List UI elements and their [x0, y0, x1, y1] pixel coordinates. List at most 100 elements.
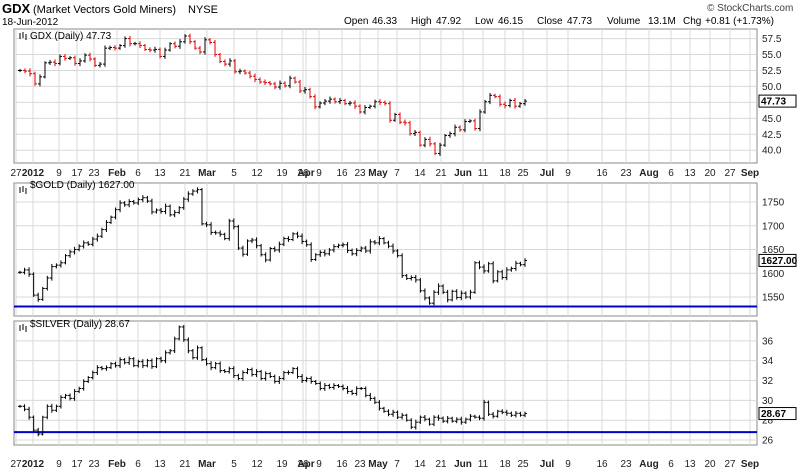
- ohlc-bar: [413, 129, 417, 137]
- ohlc-bar: [409, 418, 414, 430]
- x-tick-label: 9: [565, 459, 571, 470]
- x-tick-label: May: [368, 168, 388, 179]
- x-tick-label: 9: [316, 459, 322, 470]
- ohlc-bar: [482, 264, 487, 274]
- x-tick-label: 27: [10, 168, 22, 179]
- ohlc-bar: [372, 396, 377, 405]
- ohlc-bar: [503, 101, 507, 109]
- header-date: 18-Jun-2012: [2, 17, 59, 28]
- ohlc-bar: [143, 43, 147, 52]
- ohlc-bar: [154, 357, 159, 369]
- ohlc-bar: [228, 58, 232, 67]
- brand-logo: © StockCharts.com: [707, 3, 793, 14]
- ohlc-bar: [198, 45, 202, 55]
- ohlc-bar: [413, 274, 418, 283]
- ohlc-bar: [233, 59, 237, 74]
- ohlc-bar: [93, 57, 97, 67]
- ohlc-bar: [68, 393, 73, 401]
- ohlc-bar: [236, 373, 241, 381]
- x-tick-label: 26: [297, 459, 309, 470]
- x-tick-label: 21: [435, 459, 447, 470]
- x-tick-label: 13: [154, 459, 166, 470]
- ohlc-bar: [158, 47, 162, 59]
- ohlc-bar: [183, 34, 187, 44]
- ohlc-bar: [236, 224, 241, 250]
- ohlc-bar: [195, 345, 200, 360]
- ohlc-bar: [468, 414, 473, 422]
- x-tick-label: 11: [478, 168, 489, 179]
- ohlc-bar: [122, 201, 127, 207]
- last-value-box: [758, 407, 797, 421]
- ohlc-bar: [277, 376, 282, 384]
- ohlc-bar: [190, 349, 195, 360]
- ohlc-bar: [413, 419, 418, 430]
- x-tick-label: Sep: [741, 459, 759, 470]
- ohlc-bar: [363, 386, 368, 398]
- ohlc-bar: [68, 56, 72, 60]
- y-tick-label: 42.5: [762, 130, 782, 141]
- header-name: (Market Vectors Gold Miners): [33, 4, 176, 16]
- ohlc-bar: [403, 119, 407, 126]
- ohlc-bar: [523, 258, 527, 267]
- ohlc-bar: [259, 369, 264, 381]
- x-tick-label: Jun: [454, 459, 472, 470]
- ohlc-bar: [31, 272, 36, 297]
- x-tick-label: 13: [154, 168, 166, 179]
- x-tick-label: 14: [414, 459, 426, 470]
- x-tick-label: Sep: [741, 168, 759, 179]
- ohlc-bar: [199, 346, 204, 362]
- x-tick-label: 23: [88, 459, 100, 470]
- x-tick-label: 6: [668, 168, 674, 179]
- ohlc-bar: [58, 395, 63, 409]
- ohlc-bar: [27, 406, 32, 420]
- ohlc-bar: [459, 290, 464, 301]
- ohlc-bar: [83, 53, 87, 63]
- ohlc-bar: [331, 383, 336, 390]
- ohlc-bar: [193, 40, 197, 50]
- ohlc-bar: [518, 102, 522, 108]
- ohlc-bar: [140, 359, 145, 369]
- ohlc-bar: [448, 131, 452, 138]
- x-tick-label: May: [368, 459, 388, 470]
- ohlc-bar: [231, 366, 236, 379]
- ohlc-bar: [248, 70, 252, 79]
- y-tick-label: 32: [762, 376, 774, 387]
- ohlc-bar: [204, 357, 209, 366]
- ohlc-bar: [300, 233, 305, 245]
- ohlc-bar: [178, 39, 182, 49]
- ohlc-bar: [86, 376, 91, 383]
- ohlc-bar: [491, 261, 496, 284]
- open-label: Open: [344, 16, 368, 27]
- ohlc-bar: [203, 37, 207, 55]
- x-tick-label: 23: [620, 459, 632, 470]
- ohlc-bar: [149, 198, 154, 215]
- ohlc-bar: [113, 207, 118, 220]
- ohlc-bar: [136, 359, 141, 368]
- x-tick-label: 16: [336, 459, 348, 470]
- ohlc-bar: [78, 58, 82, 67]
- ohlc-bar: [359, 246, 364, 253]
- ohlc-bar: [477, 260, 482, 270]
- ohlc-bar: [386, 240, 391, 249]
- ohlc-bar: [303, 86, 307, 94]
- silver-panel: 26 28 30 32 34 36 28.67: [13, 320, 797, 447]
- x-tick-label: 6: [135, 459, 141, 470]
- x-tick-label: 23: [354, 168, 366, 179]
- ohlc-bar: [391, 409, 396, 417]
- ohlc-bar: [40, 286, 45, 301]
- x-tick-label: 5: [231, 459, 237, 470]
- ohlc-bar: [313, 94, 317, 110]
- x-tick-label: 19: [276, 168, 288, 179]
- ohlc-bar: [495, 409, 500, 418]
- y-tick-label: 52.5: [762, 66, 782, 77]
- x-tick-label: Jun: [454, 168, 472, 179]
- x-tick-label: 27: [724, 168, 736, 179]
- ohlc-bar: [177, 325, 182, 341]
- ohlc-bar: [145, 358, 150, 368]
- last-value-label: 1627.00: [761, 256, 798, 267]
- ohlc-bar: [372, 240, 377, 245]
- y-tick-label: 36: [762, 336, 774, 347]
- ohlc-bar: [218, 230, 223, 237]
